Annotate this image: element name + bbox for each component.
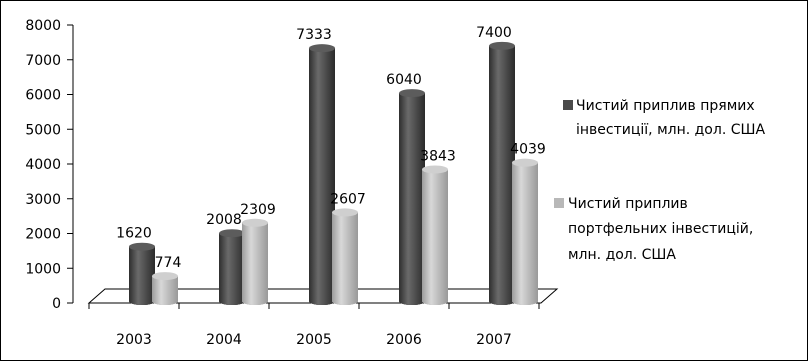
bar-side [309, 48, 335, 305]
data-label: 2607 [330, 191, 366, 207]
bar-top [512, 158, 538, 167]
bar [332, 208, 358, 305]
data-label: 4039 [510, 142, 546, 158]
legend-item: Чистий приплив портфельних інвестицій, млн… [554, 196, 753, 263]
data-labels: 1620 2008 7333 6040 7400 774 2309 2607 3843 4039 [116, 25, 546, 271]
bar-top [422, 165, 448, 174]
data-label: 6040 [386, 72, 422, 88]
bar [129, 242, 155, 305]
bar-top [489, 41, 515, 50]
data-label: 774 [155, 255, 182, 271]
bar-top [219, 229, 245, 238]
bar-side [242, 222, 268, 305]
y-tick-label: 5000 [25, 122, 61, 138]
bar-side [489, 45, 515, 305]
x-tick-label: 2004 [206, 332, 242, 348]
legend: Чистий приплив прямих інвестиції, млн. до… [554, 98, 765, 263]
bar-top [152, 272, 178, 281]
bar-side [332, 212, 358, 305]
data-label: 1620 [116, 226, 152, 242]
bar-top [242, 218, 268, 227]
bar [422, 165, 448, 305]
legend-label: портфельних інвестицій, [568, 221, 753, 237]
bar-side [219, 233, 245, 305]
data-label: 7400 [476, 25, 512, 41]
bar-side [129, 246, 155, 305]
bar [152, 272, 178, 305]
bars [129, 41, 538, 305]
legend-label: млн. дол. США [568, 247, 676, 263]
bar-top [309, 44, 335, 53]
bar [309, 44, 335, 305]
y-tick-label: 2000 [25, 227, 61, 243]
data-label: 2309 [240, 202, 276, 218]
legend-item: Чистий приплив прямих інвестиції, млн. до… [563, 98, 765, 138]
x-tick-label: 2003 [116, 332, 152, 348]
data-label: 3843 [420, 148, 456, 164]
legend-swatch [554, 198, 564, 208]
legend-label: Чистий приплив [568, 196, 688, 212]
legend-label: інвестиції, млн. дол. США [576, 122, 765, 138]
bar-top [332, 208, 358, 217]
y-tick-label: 8000 [25, 18, 61, 34]
bar-top [399, 89, 425, 98]
x-tick-label: 2005 [296, 332, 332, 348]
legend-label: Чистий приплив прямих [576, 98, 755, 114]
y-tick-label: 3000 [25, 192, 61, 208]
y-tick-label: 6000 [25, 88, 61, 104]
bar [219, 229, 245, 305]
bar-side [512, 162, 538, 305]
y-tick-label: 4000 [25, 157, 61, 173]
x-tick-label: 2006 [386, 332, 422, 348]
data-label: 2008 [206, 212, 242, 228]
data-label: 7333 [296, 27, 332, 43]
bar-side [399, 93, 425, 305]
y-tick-label: 7000 [25, 53, 61, 69]
bar [489, 41, 515, 305]
y-tick-label: 1000 [25, 261, 61, 277]
bar-side [422, 169, 448, 305]
bar [399, 89, 425, 305]
bar-top [129, 242, 155, 251]
bar [242, 218, 268, 305]
y-tick-label: 0 [52, 296, 61, 312]
x-tick-label: 2007 [476, 332, 512, 348]
bar-side [152, 276, 178, 305]
axes: 0 1000 2000 3000 4000 5000 6000 7000 8000 2003 200… [25, 18, 559, 348]
legend-swatch [563, 100, 573, 110]
bar [512, 158, 538, 305]
